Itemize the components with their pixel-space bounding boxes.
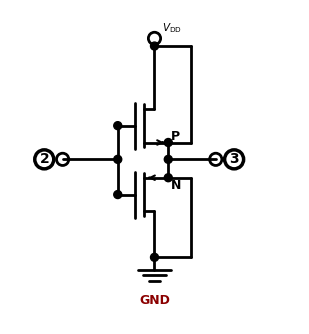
Circle shape	[114, 191, 122, 198]
Text: P: P	[171, 130, 180, 143]
Circle shape	[114, 155, 122, 163]
Circle shape	[150, 254, 159, 261]
Circle shape	[164, 155, 172, 163]
Text: N: N	[171, 179, 182, 192]
Circle shape	[164, 174, 172, 182]
Text: 3: 3	[229, 152, 239, 166]
Text: 2: 2	[39, 152, 49, 166]
Circle shape	[164, 139, 172, 147]
Text: GND: GND	[139, 294, 170, 307]
Text: $V_{\rm DD}$: $V_{\rm DD}$	[162, 21, 182, 35]
Circle shape	[150, 42, 159, 50]
Circle shape	[114, 122, 122, 130]
